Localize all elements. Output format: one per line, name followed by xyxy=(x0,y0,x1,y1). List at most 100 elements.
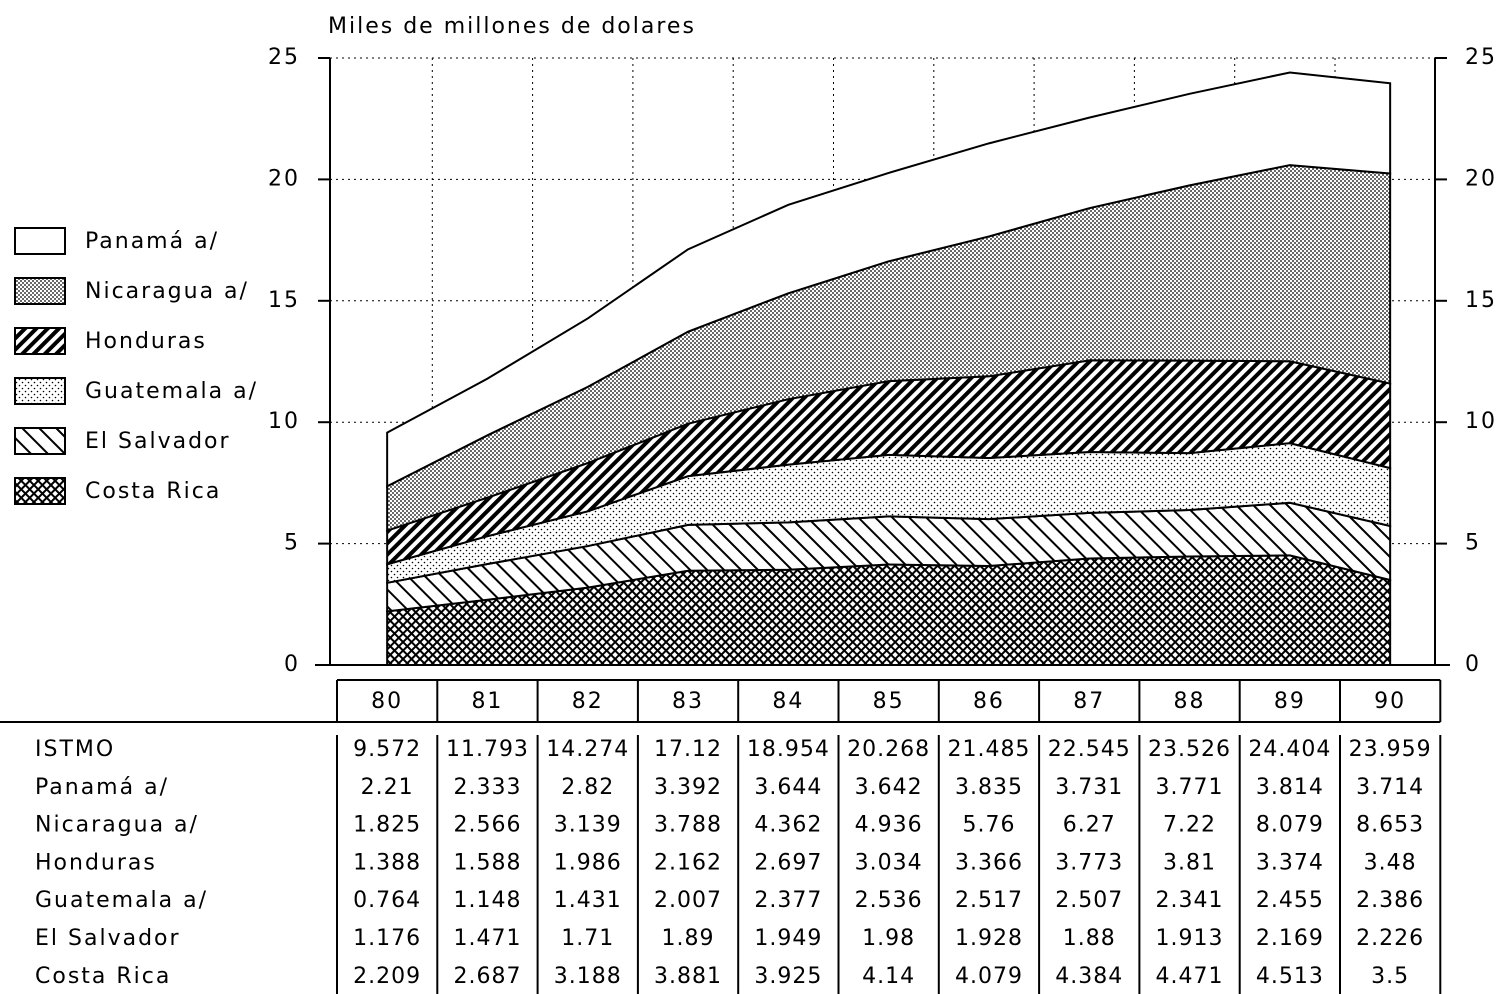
table-cell: 24.404 xyxy=(1248,737,1331,762)
table-cell: 20.268 xyxy=(847,737,930,762)
table-cell: 3.392 xyxy=(654,775,722,800)
table-cell: 2.386 xyxy=(1356,888,1424,913)
legend-label: El Salvador xyxy=(85,429,231,454)
table-cell: 2.566 xyxy=(453,813,521,838)
table-cell: 2.517 xyxy=(955,888,1023,913)
y2-tick-label: 5 xyxy=(1465,531,1481,556)
table-cell: 3.644 xyxy=(754,775,822,800)
table-cell: 23.959 xyxy=(1349,737,1432,762)
row-label: El Salvador xyxy=(35,926,181,951)
row-label: Nicaragua a/ xyxy=(35,813,199,838)
y2-tick-label: 25 xyxy=(1465,45,1497,70)
row-label: ISTMO xyxy=(35,737,115,762)
table-cell: 1.825 xyxy=(353,813,421,838)
table-cell: 3.188 xyxy=(554,964,622,989)
table-cell: 3.835 xyxy=(955,775,1023,800)
table-cell: 1.89 xyxy=(662,926,715,951)
table-cell: 0.764 xyxy=(353,888,421,913)
table-cell: 8.079 xyxy=(1256,813,1324,838)
row-label: Panamá a/ xyxy=(35,775,169,800)
table-cell: 1.388 xyxy=(353,850,421,875)
legend-swatch xyxy=(14,277,66,305)
axis-title: Miles de millones de dolares xyxy=(328,14,696,39)
legend-swatch xyxy=(14,377,66,405)
table-cell: 3.773 xyxy=(1055,850,1123,875)
y-tick-label: 0 xyxy=(284,652,300,677)
legend-label: Guatemala a/ xyxy=(85,379,258,404)
table-cell: 14.274 xyxy=(546,737,629,762)
table-cell: 2.536 xyxy=(855,888,923,913)
table-cell: 2.21 xyxy=(361,775,414,800)
legend-swatch xyxy=(14,477,66,505)
table-cell: 3.366 xyxy=(955,850,1023,875)
table-cell: 3.731 xyxy=(1055,775,1123,800)
table-cell: 2.169 xyxy=(1256,926,1324,951)
table-cell: 2.82 xyxy=(561,775,614,800)
table-cell: 6.27 xyxy=(1063,813,1116,838)
y-tick-label: 25 xyxy=(268,45,300,70)
y2-tick-label: 20 xyxy=(1465,166,1497,191)
table-cell: 4.384 xyxy=(1055,964,1123,989)
table-cell: 1.148 xyxy=(453,888,521,913)
table-cell: 1.471 xyxy=(453,926,521,951)
x-tick-label: 81 xyxy=(471,689,503,714)
table-cell: 3.788 xyxy=(654,813,722,838)
x-tick-label: 84 xyxy=(772,689,804,714)
table-cell: 1.71 xyxy=(561,926,614,951)
table-cell: 17.12 xyxy=(654,737,722,762)
table-cell: 1.88 xyxy=(1063,926,1116,951)
table-cell: 1.176 xyxy=(353,926,421,951)
y-tick-label: 20 xyxy=(268,166,300,191)
table-cell: 5.76 xyxy=(962,813,1015,838)
x-tick-label: 82 xyxy=(572,689,604,714)
table-cell: 2.697 xyxy=(754,850,822,875)
y-tick-label: 15 xyxy=(268,288,300,313)
x-tick-label: 83 xyxy=(672,689,704,714)
table-cell: 3.139 xyxy=(554,813,622,838)
table-cell: 4.471 xyxy=(1156,964,1224,989)
table-cell: 1.913 xyxy=(1156,926,1224,951)
x-tick-label: 90 xyxy=(1374,689,1406,714)
table-cell: 4.513 xyxy=(1256,964,1324,989)
table-cell: 4.079 xyxy=(955,964,1023,989)
table-cell: 2.455 xyxy=(1256,888,1324,913)
table-cell: 3.881 xyxy=(654,964,722,989)
legend-swatch xyxy=(14,327,66,355)
table-cell: 2.162 xyxy=(654,850,722,875)
table-cell: 4.362 xyxy=(754,813,822,838)
legend-label: Panamá a/ xyxy=(85,229,219,254)
table-cell: 1.588 xyxy=(453,850,521,875)
table-cell: 23.526 xyxy=(1148,737,1231,762)
y-tick-label: 10 xyxy=(268,409,300,434)
legend-swatch xyxy=(14,427,66,455)
table-cell: 18.954 xyxy=(747,737,830,762)
table-cell: 3.81 xyxy=(1163,850,1216,875)
table-cell: 2.507 xyxy=(1055,888,1123,913)
table-cell: 3.642 xyxy=(855,775,923,800)
table-cell: 2.007 xyxy=(654,888,722,913)
y2-tick-label: 0 xyxy=(1465,652,1481,677)
row-label: Costa Rica xyxy=(35,964,171,989)
table-cell: 1.431 xyxy=(554,888,622,913)
x-tick-label: 88 xyxy=(1174,689,1206,714)
table-cell: 2.226 xyxy=(1356,926,1424,951)
table-cell: 22.545 xyxy=(1048,737,1131,762)
row-label: Honduras xyxy=(35,850,157,875)
table-cell: 3.714 xyxy=(1356,775,1424,800)
table-cell: 21.485 xyxy=(947,737,1030,762)
table-cell: 2.687 xyxy=(453,964,521,989)
table-cell: 3.771 xyxy=(1156,775,1224,800)
y-tick-label: 5 xyxy=(284,531,300,556)
table-cell: 11.793 xyxy=(446,737,529,762)
x-tick-label: 87 xyxy=(1073,689,1105,714)
table-cell: 3.374 xyxy=(1256,850,1324,875)
x-tick-label: 86 xyxy=(973,689,1005,714)
table-cell: 3.48 xyxy=(1364,850,1417,875)
table-cell: 1.949 xyxy=(754,926,822,951)
legend-label: Honduras xyxy=(85,329,207,354)
row-label: Guatemala a/ xyxy=(35,888,208,913)
table-cell: 9.572 xyxy=(353,737,421,762)
x-tick-label: 89 xyxy=(1274,689,1306,714)
table-cell: 2.377 xyxy=(754,888,822,913)
